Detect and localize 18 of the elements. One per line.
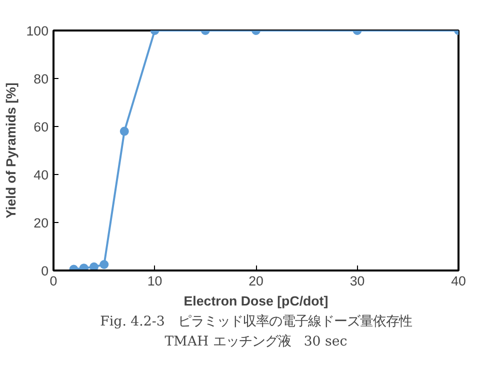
point (100, 260, 109, 269)
x-tick-label: 30 (350, 274, 365, 288)
caption: Fig. 4.2-3 ピラミッド収率の電子線ドーズ量依存性 (100, 314, 412, 330)
point (90, 262, 98, 270)
x-tick-label: 10 (147, 274, 162, 288)
y-tick-label: 60 (34, 120, 49, 134)
y-tick-label: 20 (34, 216, 49, 230)
point (79, 264, 88, 270)
y-axis-title: Yield of Pyramids [%] (3, 82, 18, 218)
y-tick-label: 40 (34, 168, 49, 182)
x-axis-title: Electron Dose [pC/dot] (184, 294, 328, 308)
x-tick-label: 20 (248, 274, 264, 288)
point (120, 126, 129, 136)
y-tick-label: 100 (26, 24, 49, 38)
y-tick-label: 80 (34, 72, 49, 86)
x-tick-label: 40 (451, 274, 466, 288)
text: TMAH エッチング液 30 sec (164, 334, 348, 350)
y-tick-label: 0 (41, 264, 49, 278)
